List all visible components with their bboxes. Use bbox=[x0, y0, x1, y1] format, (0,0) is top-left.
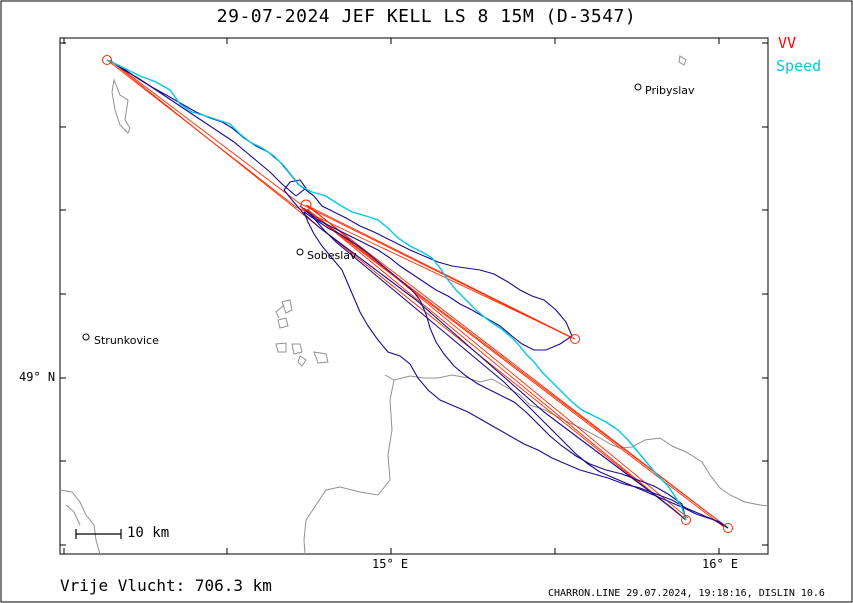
place-label-sobeslav: Sobeslav bbox=[307, 249, 357, 262]
strunkovice-marker bbox=[82, 333, 90, 341]
sobeslav-marker bbox=[296, 248, 304, 256]
lon-label-15: 15° E bbox=[372, 557, 409, 571]
legend-vv: VV bbox=[778, 34, 797, 52]
lat-label-49: 49° N bbox=[19, 370, 56, 384]
scale-label: 10 km bbox=[127, 525, 170, 541]
axis-ticks bbox=[60, 38, 768, 554]
task-legs bbox=[106, 59, 729, 529]
place-label-pribyslav: Pribyslav bbox=[645, 84, 695, 97]
turnpoint-2 bbox=[300, 199, 312, 211]
turnpoint-3 bbox=[570, 334, 580, 344]
distance-summary: Vrije Vlucht: 706.3 km bbox=[60, 576, 272, 595]
legend-speed: Speed bbox=[776, 57, 822, 75]
lon-label-16: 16° E bbox=[702, 557, 739, 571]
turnpoint-5 bbox=[681, 515, 691, 525]
turnpoint-4 bbox=[723, 523, 733, 533]
plot-frame bbox=[59, 37, 769, 555]
flight-track bbox=[106, 59, 729, 529]
scale-bar bbox=[75, 529, 122, 539]
map-boundaries bbox=[59, 55, 769, 555]
turnpoint-1 bbox=[102, 55, 112, 65]
place-markers bbox=[82, 83, 642, 341]
speed-track bbox=[106, 59, 687, 521]
footer-credit: CHARRON.LINE 29.07.2024, 19:18:16, DISLI… bbox=[548, 588, 825, 599]
pribyslav-marker bbox=[634, 83, 642, 91]
place-label-strunkovice: Strunkovice bbox=[94, 334, 159, 347]
chart-title: 29-07-2024 JEF KELL LS 8 15M (D-3547) bbox=[216, 6, 637, 27]
turnpoints bbox=[102, 55, 733, 533]
